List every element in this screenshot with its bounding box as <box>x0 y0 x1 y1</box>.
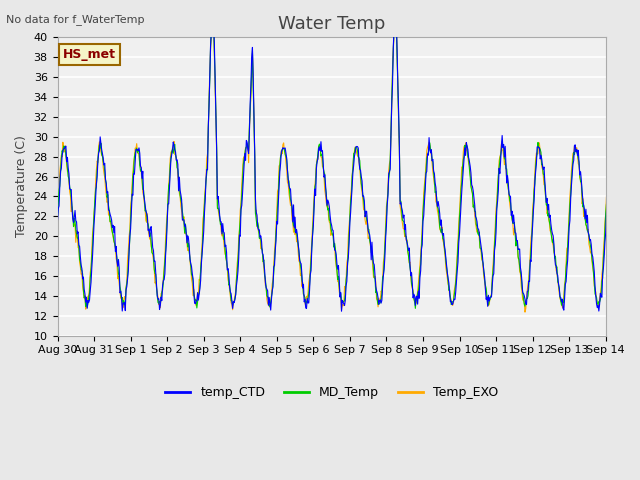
Title: Water Temp: Water Temp <box>278 15 385 33</box>
Line: MD_Temp: MD_Temp <box>58 0 640 308</box>
Temp_EXO <box>230 298 238 303</box>
MD_Temp <box>637 227 640 232</box>
temp_CTD <box>412 302 419 308</box>
temp_CTD <box>444 276 452 281</box>
Temp_EXO <box>259 258 267 264</box>
MD_Temp <box>230 300 238 305</box>
Temp_EXO <box>411 300 419 306</box>
temp_CTD <box>338 308 346 314</box>
temp_CTD <box>230 299 237 305</box>
Line: Temp_EXO: Temp_EXO <box>58 0 640 312</box>
Temp_EXO <box>54 213 61 219</box>
MD_Temp <box>259 259 267 264</box>
MD_Temp <box>412 305 419 311</box>
Temp_EXO <box>637 223 640 229</box>
Temp_EXO <box>122 285 130 291</box>
Text: No data for f_WaterTemp: No data for f_WaterTemp <box>6 14 145 25</box>
Temp_EXO <box>521 309 529 315</box>
MD_Temp <box>282 152 289 157</box>
MD_Temp <box>444 277 452 283</box>
Temp_EXO <box>444 276 451 281</box>
temp_CTD <box>122 287 130 293</box>
temp_CTD <box>54 217 61 223</box>
Text: HS_met: HS_met <box>63 48 116 61</box>
Y-axis label: Temperature (C): Temperature (C) <box>15 135 28 238</box>
Temp_EXO <box>282 150 289 156</box>
temp_CTD <box>637 237 640 242</box>
MD_Temp <box>54 213 61 218</box>
MD_Temp <box>122 285 130 291</box>
MD_Temp <box>411 299 419 304</box>
Line: temp_CTD: temp_CTD <box>58 0 640 311</box>
temp_CTD <box>280 145 288 151</box>
temp_CTD <box>259 251 266 256</box>
Legend: temp_CTD, MD_Temp, Temp_EXO: temp_CTD, MD_Temp, Temp_EXO <box>160 381 503 404</box>
